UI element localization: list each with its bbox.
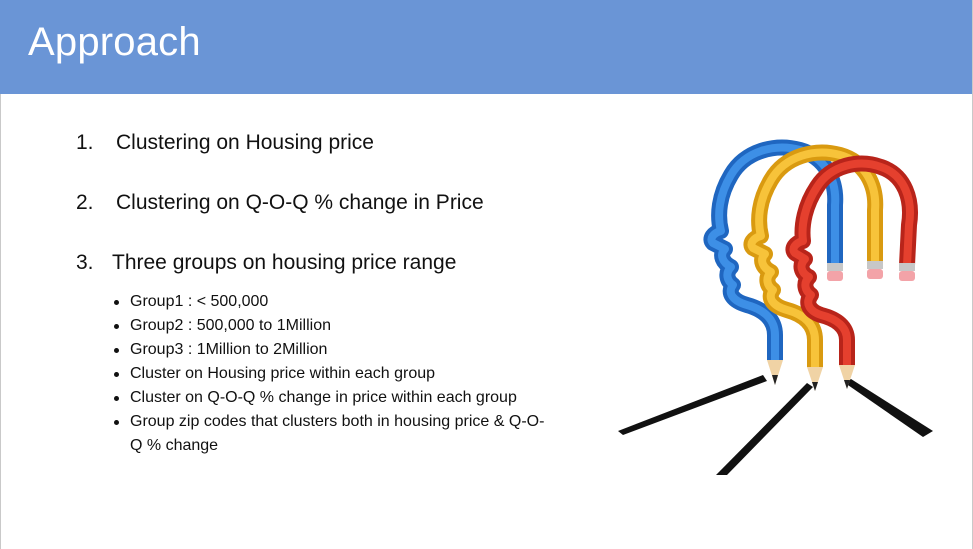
blue-pencil-head [703, 139, 844, 385]
sub-bullet: Cluster on Housing price within each gro… [113, 362, 553, 386]
sub-bullet: Group2 : 500,000 to 1Million [113, 314, 553, 338]
title-bar: Approach [0, 0, 973, 94]
pencil-heads-illustration [618, 139, 933, 475]
sub-bullet-list: Group1 : < 500,000 Group2 : 500,000 to 1… [113, 290, 553, 458]
red-pencil-head [785, 155, 918, 389]
sub-bullet: Group3 : 1Million to 2Million [113, 338, 553, 362]
item-text: Clustering on Housing price [116, 131, 374, 154]
numbered-item-2: 2. Clustering on Q-O-Q % change in Price [76, 191, 484, 215]
slide-title: Approach [28, 20, 201, 64]
item-number: 2. [76, 191, 94, 214]
shadow-middle [716, 383, 813, 475]
sub-bullet: Cluster on Q-O-Q % change in price withi… [113, 386, 553, 410]
slide-border-left [0, 94, 1, 549]
numbered-item-3: 3. Three groups on housing price range [76, 251, 456, 275]
item-text: Three groups on housing price range [112, 251, 457, 274]
item-text: Clustering on Q-O-Q % change in Price [116, 191, 484, 214]
shadow-left [618, 375, 767, 435]
item-number: 1. [76, 131, 94, 154]
sub-bullet: Group zip codes that clusters both in ho… [113, 410, 553, 458]
shadow-right [845, 379, 933, 437]
sub-bullet: Group1 : < 500,000 [113, 290, 553, 314]
numbered-item-1: 1. Clustering on Housing price [76, 131, 374, 155]
yellow-pencil-head [743, 144, 884, 391]
item-number: 3. [76, 251, 94, 274]
